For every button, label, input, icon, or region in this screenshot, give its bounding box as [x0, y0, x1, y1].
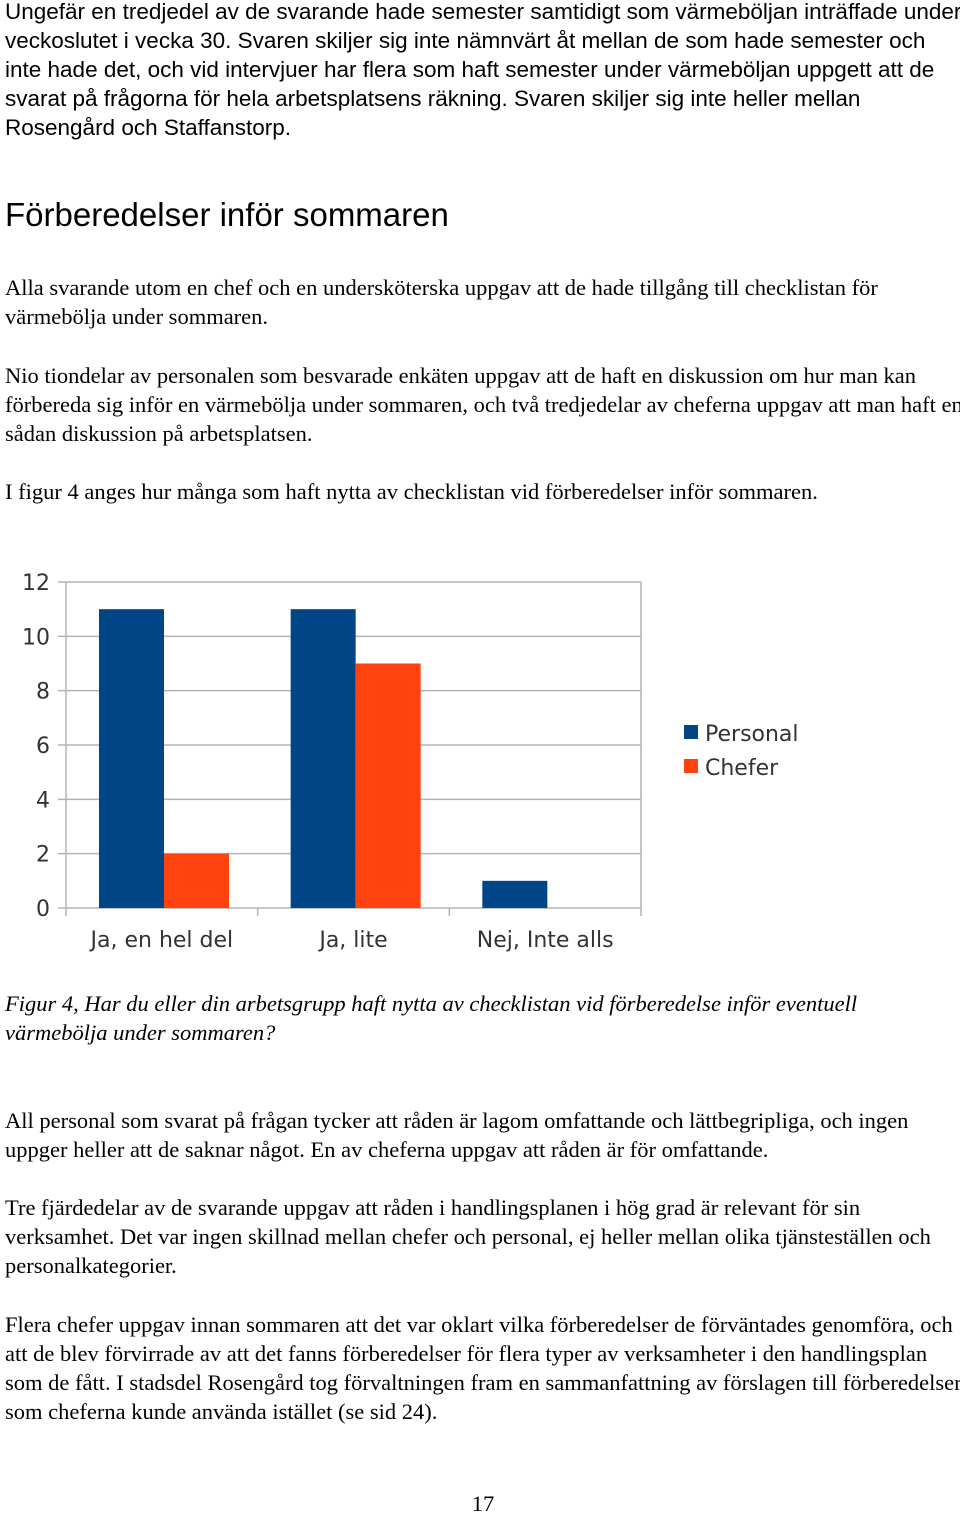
- y-tick-label: 0: [36, 897, 50, 922]
- body-paragraph-figure-ref: I figur 4 anges hur många som haft nytta…: [5, 479, 818, 504]
- y-tick-label: 4: [36, 788, 50, 813]
- y-tick-label: 10: [22, 625, 50, 650]
- x-tick-label: Ja, en hel del: [89, 928, 234, 953]
- x-tick-label: Ja, lite: [317, 928, 387, 953]
- bar-chefer-1: [164, 853, 229, 908]
- bar-personal-1: [99, 609, 164, 908]
- legend-swatch-chefer: [684, 759, 698, 773]
- legend-label-chefer: Chefer: [705, 756, 779, 781]
- legend-swatch-personal: [684, 725, 698, 739]
- y-tick-label: 12: [22, 571, 50, 596]
- y-tick-label: 8: [36, 680, 50, 705]
- chart-x-tick-labels: Ja, en hel del Ja, lite Nej, Inte alls: [89, 928, 614, 953]
- chart-bars: [99, 609, 548, 908]
- body-paragraph-relevance: Tre fjärdedelar av de svarande uppgav at…: [5, 1195, 931, 1278]
- x-tick-label: Nej, Inte alls: [477, 928, 614, 953]
- body-paragraph-preparations: Flera chefer uppgav innan sommaren att d…: [5, 1312, 960, 1424]
- y-tick-label: 2: [36, 843, 50, 868]
- y-tick-label: 6: [36, 734, 50, 759]
- bar-chefer-2: [355, 663, 421, 908]
- legend-label-personal: Personal: [705, 722, 799, 747]
- body-paragraph-advice-scope: All personal som svarat på frågan tycker…: [5, 1108, 909, 1162]
- intro-paragraph: Ungefär en tredjedel av de svarande hade…: [5, 0, 960, 140]
- bar-chart: 0 2 4 6 8 10 12 Ja, en hel del Ja, lite Nej, Int…: [22, 571, 799, 953]
- body-paragraph-checklist-access: Alla svarande utom en chef och en unders…: [5, 275, 878, 329]
- figure-caption: Figur 4, Har du eller din arbetsgrupp ha…: [5, 991, 858, 1045]
- bar-personal-2: [290, 609, 356, 908]
- bar-personal-3: [482, 880, 548, 908]
- chart-legend: Personal Chefer: [684, 722, 799, 781]
- section-heading: Förberedelser inför sommaren: [5, 196, 449, 233]
- body-paragraph-discussion: Nio tiondelar av personalen som besvarad…: [5, 363, 960, 446]
- chart-y-tick-labels: 0 2 4 6 8 10 12: [22, 571, 50, 922]
- page-number: 17: [471, 1491, 495, 1516]
